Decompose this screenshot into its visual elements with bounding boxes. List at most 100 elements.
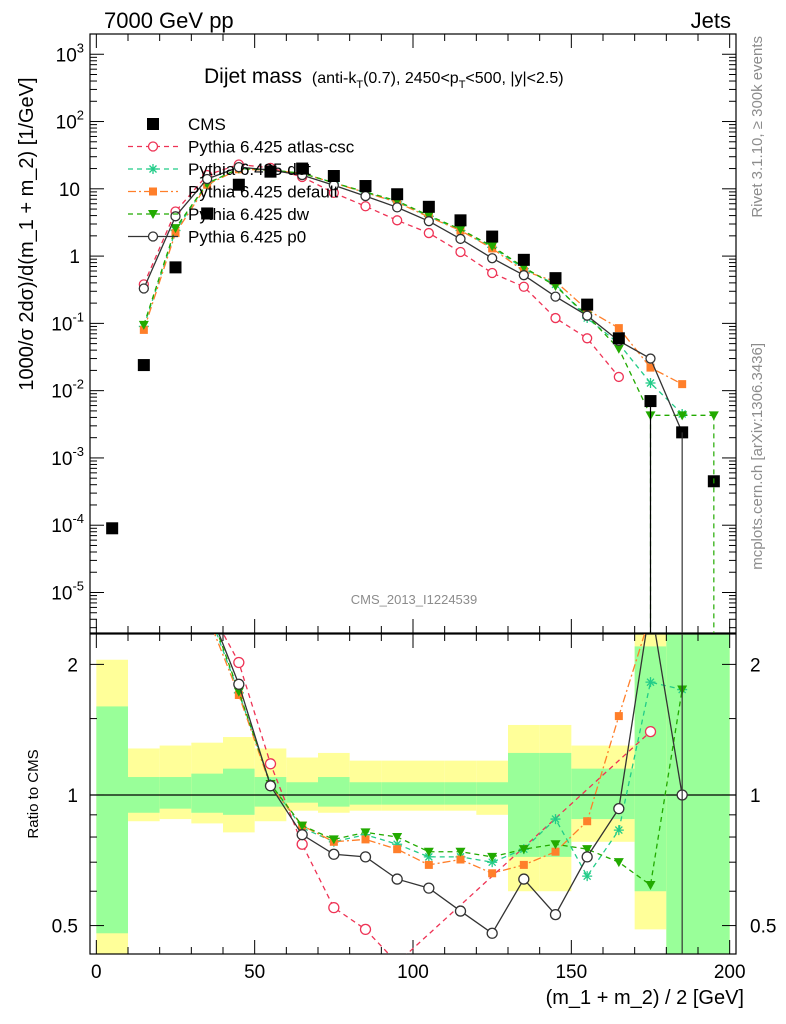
ratio-data-point (645, 881, 656, 891)
main-data-point (139, 325, 148, 334)
main-data-point (612, 332, 625, 345)
main-data-point (455, 233, 466, 245)
main-y-tick-label: 102 (56, 108, 84, 134)
ratio-data-point (487, 857, 498, 868)
legend-entry: Pythia 6.425 atlas-csc (128, 138, 355, 157)
ratio-data-point (614, 712, 623, 721)
legend-label: Pythia 6.425 p0 (188, 228, 306, 247)
main-data-point (518, 281, 529, 292)
ratio-y-tick-label-right: 0.5 (750, 917, 776, 938)
ratio-data-point (582, 845, 593, 855)
ratio-y-tick-label-right: 1 (750, 786, 761, 807)
ratio-data-point (583, 817, 592, 826)
main-y-tick-label: 103 (56, 40, 84, 66)
main-data-point (582, 333, 593, 344)
x-tick-label: 100 (397, 962, 429, 983)
ratio-data-point (550, 814, 561, 825)
ratio-band-green (571, 768, 603, 820)
ratio-data-point (393, 845, 402, 854)
main-data-point (550, 281, 561, 291)
ratio-band-green (223, 768, 255, 815)
main-data-point (645, 377, 656, 388)
ratio-data-point (644, 725, 657, 738)
main-series-line (143, 168, 683, 385)
main-y-tick-label: 10-1 (51, 309, 84, 335)
ratio-data-point (264, 758, 277, 770)
ratio-y-tick-label: 1 (67, 786, 78, 807)
main-data-point (106, 522, 119, 535)
ratio-data-point (424, 860, 433, 869)
main-y-tick-label: 10-2 (51, 377, 84, 403)
main-data-point (138, 320, 149, 330)
main-data-point (518, 270, 529, 281)
ratio-data-point (297, 821, 308, 831)
ratio-data-point (486, 927, 498, 939)
main-data-point (613, 344, 624, 354)
mcplots-label: mcplots.cern.ch [arXiv:1306.3436] (749, 343, 766, 570)
ratio-data-point (581, 851, 593, 863)
ratio-axes: 0.5 0.5 1 1 2 2 0 50 100 150 200 (52, 634, 776, 983)
ratio-data-point (233, 687, 244, 697)
legend-label: CMS (188, 115, 226, 134)
main-data-point (645, 353, 656, 364)
ratio-series-line (217, 634, 683, 887)
x-tick-label: 200 (714, 962, 746, 983)
legend-label: Pythia 6.425 d6t (188, 160, 311, 179)
main-data-point (549, 272, 562, 285)
ratio-y-axis-label: Ratio to CMS (25, 749, 42, 838)
main-data-point (550, 312, 561, 324)
main-y-tick-label: 10-5 (51, 578, 84, 604)
ratio-y-tick-label: 0.5 (52, 917, 78, 938)
ratio-data-point (456, 855, 465, 864)
x-tick-label: 50 (244, 962, 265, 983)
ratio-data-point (359, 923, 372, 936)
ratio-band-green (318, 777, 350, 807)
legend-entry: Pythia 6.425 dw (128, 205, 310, 224)
main-y-tick-label: 10-3 (51, 444, 84, 470)
ratio-data-point (519, 860, 528, 869)
ratio-data-point (233, 656, 245, 669)
header-right: Jets (691, 8, 731, 33)
ratio-data-point (518, 873, 530, 885)
main-data-point (296, 162, 309, 175)
ratio-data-point (551, 847, 560, 856)
main-series-layer (106, 159, 720, 633)
ratio-data-point (233, 678, 245, 690)
main-data-point (360, 201, 371, 212)
main-series-line (143, 166, 683, 433)
ratio-y-tick-label-right: 2 (750, 655, 761, 676)
main-data-point (359, 180, 372, 193)
main-series-line (143, 163, 620, 378)
ratio-series-line (216, 634, 683, 878)
ratio-data-point (549, 908, 562, 921)
ratio-series-line (218, 634, 683, 935)
main-data-point (202, 173, 213, 185)
analysis-watermark: CMS_2013_I1224539 (351, 592, 478, 607)
ratio-data-point (455, 847, 466, 857)
x-axis-label: (m_1 + m_2) / 2 [GeV] (546, 987, 744, 1009)
main-series-0 (106, 162, 720, 535)
ratio-band-green (698, 634, 730, 954)
ratio-y-tick-label: 2 (67, 655, 78, 676)
main-data-point (581, 298, 594, 311)
x-tick-label: 150 (555, 962, 587, 983)
ratio-series-layer (214, 634, 688, 954)
ratio-data-point (613, 803, 625, 815)
main-data-point (392, 202, 403, 213)
ratio-data-point (550, 840, 561, 850)
ratio-band-green (508, 752, 540, 857)
legend-marker (147, 141, 159, 152)
main-data-point (423, 227, 434, 239)
legend-label: Pythia 6.425 atlas-csc (188, 138, 355, 157)
main-data-point (327, 170, 340, 183)
main-data-point (613, 371, 624, 383)
main-data-point (550, 291, 561, 302)
legend: CMS Pythia 6.425 atlas-csc Pythia 6.425 d6… (128, 115, 355, 247)
main-data-point (138, 283, 149, 294)
legend-label: Pythia 6.425 default (188, 183, 339, 202)
ratio-data-point (645, 677, 656, 688)
ratio-data-point (392, 839, 403, 850)
ratio-band-green (413, 782, 445, 805)
rivet-version-label: Rivet 3.1.10, ≥ 300k events (749, 36, 766, 218)
